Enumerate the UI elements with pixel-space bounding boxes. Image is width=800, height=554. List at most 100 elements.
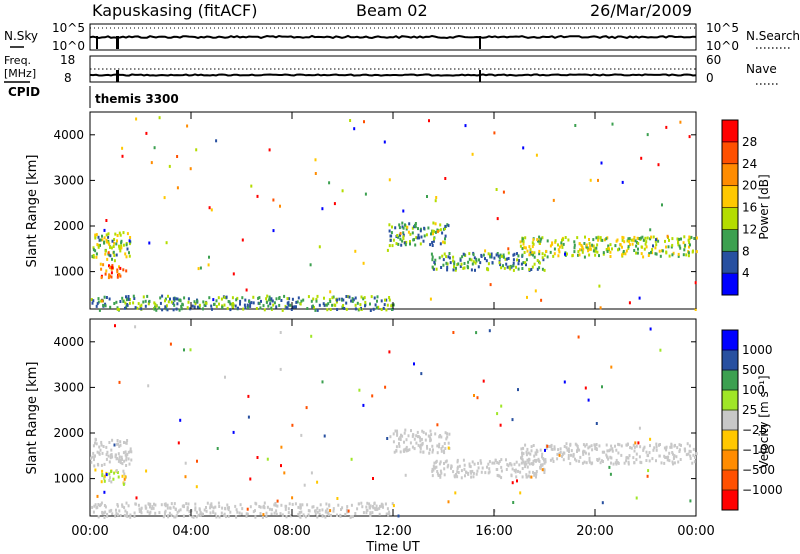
heatmap-cell <box>440 266 443 269</box>
heatmap-cell <box>119 249 122 253</box>
heatmap-cell <box>435 267 438 271</box>
heatmap-cell <box>164 504 167 508</box>
heatmap-cell <box>434 230 437 234</box>
heatmap-cell <box>436 444 439 448</box>
heatmap-cell <box>375 504 378 508</box>
heatmap-cell <box>187 300 190 304</box>
heatmap-cell <box>648 252 651 256</box>
heatmap-cell <box>553 445 556 449</box>
heatmap-cell <box>541 455 543 459</box>
heatmap-cell <box>587 446 590 450</box>
heatmap-cell <box>402 209 405 213</box>
heatmap-cell <box>497 461 500 465</box>
heatmap-cell <box>126 297 129 301</box>
heatmap-cell <box>396 234 399 237</box>
heatmap-cell <box>140 303 143 307</box>
heatmap-cell <box>417 443 420 447</box>
heatmap-cell <box>100 440 103 444</box>
heatmap-cell <box>461 255 464 259</box>
heatmap-cell <box>123 441 125 444</box>
heatmap-cell <box>388 298 391 302</box>
heatmap-cell <box>556 457 559 461</box>
heatmap-cell <box>399 438 402 441</box>
noise-left-tick-top: 10^5 <box>52 21 85 35</box>
heatmap-cell <box>195 148 198 152</box>
heatmap-cell <box>529 248 532 252</box>
heatmap-cell <box>138 510 141 513</box>
heatmap-cell <box>587 398 590 402</box>
heatmap-cell <box>391 225 393 229</box>
heatmap-cell <box>118 244 120 248</box>
heatmap-cell <box>689 499 692 503</box>
heatmap-cell <box>404 243 407 247</box>
heatmap-cell <box>429 429 432 433</box>
heatmap-cell <box>275 305 278 309</box>
heatmap-cell <box>430 252 433 256</box>
heatmap-cell <box>649 437 652 441</box>
heatmap-cell <box>549 458 552 462</box>
heatmap-cell <box>274 503 277 507</box>
heatmap-cell <box>392 504 395 508</box>
heatmap-cell <box>364 304 366 308</box>
heatmap-cell <box>95 442 98 446</box>
heatmap-cell <box>196 459 198 463</box>
heatmap-cell <box>487 268 490 272</box>
heatmap-cell <box>683 235 686 239</box>
heatmap-cell <box>456 467 459 470</box>
heatmap-cell <box>464 474 466 478</box>
heatmap-cell <box>403 431 406 435</box>
heatmap-cell <box>202 307 204 311</box>
heatmap-cell <box>329 300 332 303</box>
heatmap-cell <box>488 470 491 474</box>
heatmap-cell <box>582 449 585 453</box>
heatmap-cell <box>482 379 485 383</box>
heatmap-cell <box>298 511 301 514</box>
heatmap-cell <box>241 507 244 511</box>
heatmap-cell <box>608 449 611 453</box>
heatmap-cell <box>446 223 449 227</box>
heatmap-cell <box>538 249 541 253</box>
heatmap-cell <box>147 384 150 388</box>
heatmap-cell <box>677 254 680 258</box>
heatmap-cell <box>280 445 283 449</box>
heatmap-cell <box>153 502 155 506</box>
heatmap-cell <box>279 512 282 516</box>
heatmap-cell <box>113 241 116 245</box>
heatmap-cell <box>227 514 230 518</box>
heatmap-cell <box>158 306 161 310</box>
heatmap-cell <box>388 350 391 354</box>
heatmap-cell <box>152 506 155 510</box>
heatmap-cell <box>281 513 284 517</box>
heatmap-cell <box>485 259 488 263</box>
heatmap-cell <box>539 466 542 470</box>
heatmap-cell <box>450 466 452 470</box>
heatmap-cell <box>146 294 149 298</box>
beam-title: Beam 02 <box>356 1 428 20</box>
heatmap-cell <box>631 242 634 246</box>
heatmap-cell <box>527 451 530 455</box>
heatmap-cell <box>220 511 223 515</box>
heatmap-cell <box>398 223 401 227</box>
heatmap-cell <box>212 510 215 514</box>
heatmap-cell <box>125 458 128 462</box>
y-tick-label: 2000 <box>53 426 84 440</box>
heatmap-cell <box>646 236 649 240</box>
heatmap-cell <box>455 266 457 270</box>
heatmap-cell <box>154 503 157 507</box>
heatmap-cell <box>474 268 476 272</box>
heatmap-cell <box>110 246 113 250</box>
heatmap-cell <box>125 455 128 459</box>
heatmap-cell <box>524 443 527 447</box>
heatmap-cell <box>447 500 450 504</box>
heatmap-cell <box>521 237 524 241</box>
heatmap-cell <box>105 453 108 457</box>
heatmap-cell <box>426 446 429 450</box>
heatmap-cell <box>316 506 319 510</box>
heatmap-cell <box>109 305 112 309</box>
heatmap-cell <box>637 247 639 251</box>
colorbar-block <box>722 470 738 491</box>
heatmap-cell <box>255 502 258 506</box>
heatmap-cell <box>498 261 501 265</box>
heatmap-cell <box>573 240 576 244</box>
heatmap-cell <box>115 457 118 461</box>
